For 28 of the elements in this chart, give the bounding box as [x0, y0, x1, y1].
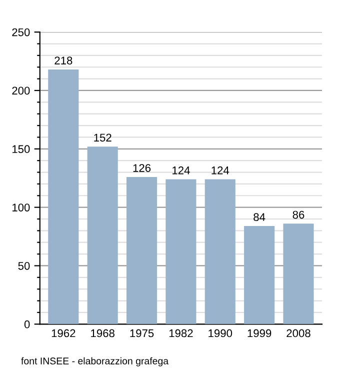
- text: font INSEE - elaborazzion grafega: [21, 357, 169, 366]
- y-tick-label: 0: [24, 320, 30, 328]
- data-label: 152: [94, 134, 112, 142]
- x-tick-label: 1982: [169, 329, 193, 338]
- bar: [166, 179, 196, 324]
- data-label: 84: [254, 213, 266, 222]
- y-tick-label: 200: [12, 86, 30, 95]
- y-tick-label: 250: [12, 28, 30, 36]
- bar: [283, 224, 314, 324]
- bar: [204, 179, 236, 324]
- bar: [87, 146, 118, 324]
- y-tick-label: 150: [12, 145, 30, 154]
- data-label: 126: [133, 164, 151, 172]
- x-tick-label: 1999: [248, 329, 272, 338]
- x-tick-label: 1975: [130, 329, 154, 338]
- data-label: 218: [54, 56, 72, 64]
- bar: [48, 69, 79, 324]
- bar: [126, 176, 158, 324]
- x-tick-label: 1968: [91, 329, 114, 338]
- bar: [244, 226, 275, 324]
- y-tick-label: 50: [18, 262, 30, 270]
- x-tick-label: 1990: [208, 329, 232, 338]
- data-label: 86: [292, 210, 304, 219]
- x-tick-label: 2008: [286, 329, 310, 338]
- data-label: 124: [172, 166, 190, 174]
- y-tick-label: 100: [12, 204, 30, 212]
- data-label: 124: [212, 166, 230, 174]
- x-tick-label: 1962: [52, 329, 76, 338]
